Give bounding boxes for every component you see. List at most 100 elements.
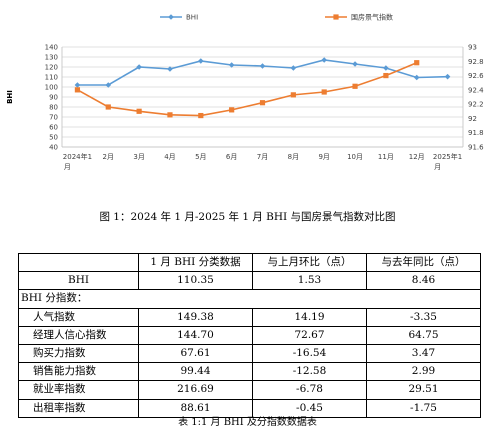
- x-axis-tick-label: 11月: [378, 153, 394, 161]
- data-point: [105, 82, 112, 88]
- data-point: [413, 74, 420, 81]
- table-row: 就业率指数 216.69 -6.78 29.51: [18, 380, 481, 400]
- data-point: [74, 82, 81, 88]
- right-axis-tick-label: 92.2: [468, 101, 484, 109]
- table-row: 出租率指数 88.61 -0.45 -1.75: [18, 398, 481, 418]
- figure-caption: 图 1：2024 年 1 月-2025 年 1 月 BHI 与国房景气指数对比图: [99, 211, 396, 223]
- table-cell: -0.45: [252, 398, 367, 418]
- table-cell: -1.75: [366, 398, 481, 418]
- data-point: [105, 104, 111, 110]
- table-row-label: BHI: [18, 271, 139, 291]
- x-axis-tick-label: 4月: [164, 153, 175, 161]
- left-axis-tick-label: 60: [49, 124, 58, 132]
- left-axis-tick-label: 130: [45, 54, 58, 62]
- data-point: [414, 60, 420, 66]
- data-point: [74, 87, 81, 93]
- data-point: [136, 64, 142, 70]
- data-point: [259, 63, 266, 69]
- left-axis-label: BHI: [6, 90, 14, 104]
- right-axis-tick-label: 93: [468, 44, 477, 52]
- table-cell: 14.19: [252, 307, 367, 327]
- x-axis-tick-label: 5月: [195, 153, 206, 161]
- table-row-label: 就业率指数: [18, 380, 139, 400]
- table-cell: 110.35: [138, 271, 253, 291]
- table-cell: -12.58: [252, 362, 367, 382]
- table-header-cell: 与去年同比（点）: [366, 252, 481, 273]
- data-point: [198, 112, 204, 119]
- data-point: [228, 62, 235, 68]
- data-point: [321, 89, 327, 95]
- data-point: [383, 72, 389, 79]
- table-cell: 72.67: [252, 325, 367, 345]
- right-axis-tick-label: 92: [468, 115, 477, 123]
- table-cell: 64.75: [366, 325, 481, 345]
- data-point: [136, 108, 142, 114]
- table-cell: 99.44: [138, 362, 253, 382]
- data-point: [167, 66, 173, 72]
- data-point: [383, 65, 389, 71]
- table-row: BHI 110.35 1.53 8.46: [18, 271, 481, 291]
- bhi-data-table: 1 月 BHI 分类数据 与上月环比（点） 与去年同比（点） BHI 110.35 1.5…: [18, 252, 481, 418]
- x-axis-tick-label: 7月: [257, 153, 268, 161]
- left-axis-tick-label: 70: [49, 114, 58, 122]
- x-axis-tick-label: 2024年1 月: [63, 152, 92, 171]
- table-cell: 3.47: [366, 343, 481, 364]
- table-row-label: 购买力指数: [18, 343, 139, 364]
- left-axis-tick-label: 140: [45, 44, 58, 52]
- table-cell: 29.51: [366, 380, 481, 400]
- table-row: 销售能力指数 99.44 -12.58 2.99: [18, 362, 481, 382]
- dual-axis-line-chart: BHI 国房景气指数 40 50 60 70 80 90 100 110 120 130 140 91…: [6, 13, 484, 172]
- table-header-cell: 1 月 BHI 分类数据: [138, 252, 253, 273]
- left-axis-tick-label: 120: [45, 64, 58, 72]
- data-point: [290, 92, 296, 98]
- table-cell: 8.46: [366, 271, 481, 291]
- right-axis-tick-label: 92.6: [468, 72, 484, 80]
- table-cell: 2.99: [366, 362, 481, 382]
- left-axis-tick-label: 50: [49, 134, 58, 142]
- legend-marker: [333, 14, 339, 20]
- chart-legend: BHI 国房景气指数: [160, 13, 393, 22]
- left-axis-tick-label: 80: [49, 104, 58, 112]
- data-point: [290, 65, 297, 71]
- left-axis-tick-label: 100: [45, 84, 58, 92]
- left-axis-tick-label: 90: [49, 94, 58, 102]
- table-row: 购买力指数 67.61 -16.54 3.47: [18, 343, 481, 364]
- data-point: [444, 73, 451, 80]
- table-cell: 149.38: [138, 307, 253, 327]
- table-section-label: BHI 分指数：: [18, 289, 481, 309]
- table-cell: 67.61: [138, 343, 253, 364]
- table-header-cell: 与上月环比（点）: [252, 252, 367, 273]
- x-axis-tick-label: 3月: [133, 153, 144, 161]
- chart-gridlines: [61, 46, 464, 148]
- right-axis-tick-label: 92.8: [468, 58, 484, 66]
- table-cell: -3.35: [366, 307, 481, 327]
- x-axis-tick-labels: 2024年1 月 2月 3月 4月 5月 6月 7月 8月 9月 10月 11月 12月 2025年1 月: [63, 152, 462, 171]
- x-axis-tick-label: 6月: [226, 153, 237, 161]
- table-header-cell: [18, 252, 139, 273]
- table-cell: -16.54: [252, 343, 367, 364]
- legend-label: 国房景气指数: [351, 13, 393, 22]
- data-point: [198, 58, 204, 64]
- table-row: 经理人信心指数 144.70 72.67 64.75: [18, 325, 481, 345]
- table-header-row: 1 月 BHI 分类数据 与上月环比（点） 与去年同比（点）: [18, 252, 481, 273]
- table-row-label: 经理人信心指数: [18, 325, 139, 345]
- x-axis-tick-label: 12月: [409, 153, 425, 161]
- series-line-2: [77, 61, 418, 117]
- left-axis-tick-label: 40: [49, 144, 58, 152]
- left-axis-tick-label: 110: [45, 74, 58, 82]
- data-point: [229, 107, 235, 113]
- table-cell: 1.53: [252, 271, 367, 291]
- x-axis-tick-label: 2月: [103, 153, 114, 161]
- right-axis-tick-label: 91.8: [468, 129, 484, 137]
- table-row: 人气指数 149.38 14.19 -3.35: [18, 307, 481, 327]
- x-axis-tick-label: 10月: [347, 153, 363, 161]
- right-axis-tick-label: 91.6: [468, 144, 484, 152]
- table-row: BHI 分指数：: [18, 289, 481, 309]
- data-point: [352, 83, 358, 89]
- table-row-label: 销售能力指数: [18, 362, 139, 382]
- data-point: [352, 61, 358, 67]
- table-cell: 144.70: [138, 325, 253, 345]
- table-caption: 表 1:1 月 BHI 及分指数数据表: [178, 417, 317, 428]
- x-axis-tick-label: 8月: [288, 153, 299, 161]
- x-axis-tick-label: 2025年1 月: [433, 152, 462, 171]
